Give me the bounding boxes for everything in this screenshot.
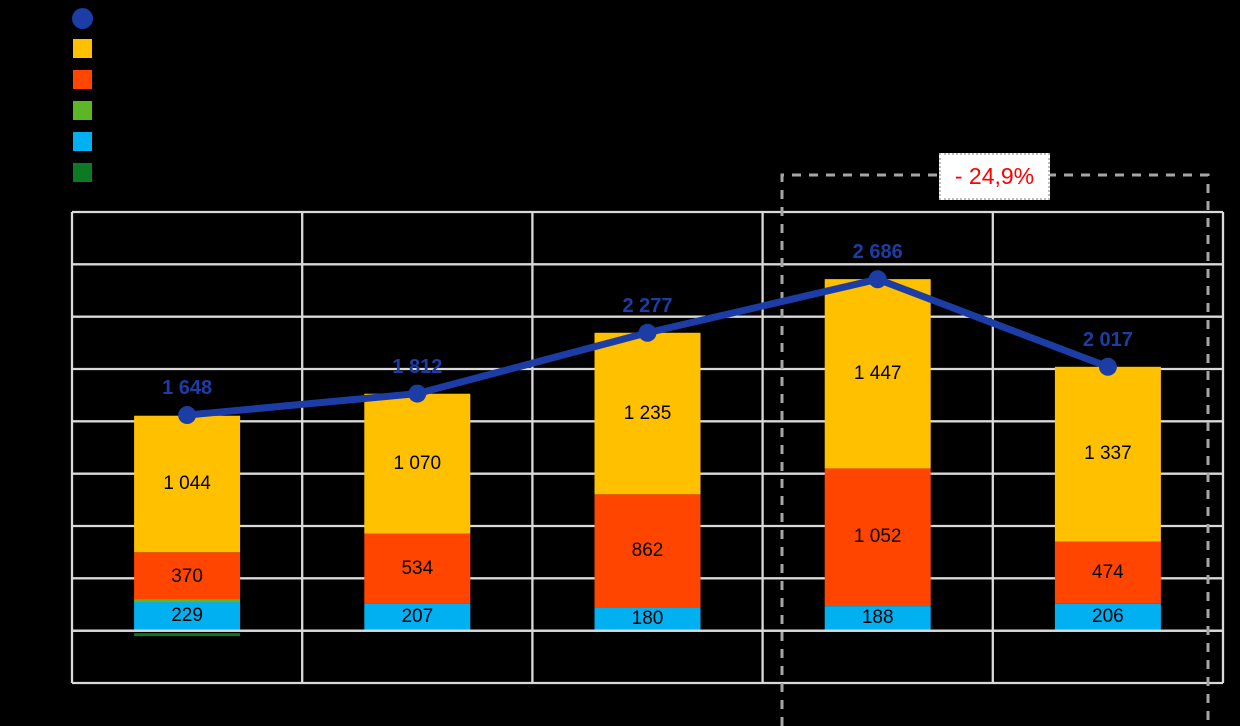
bar-segment-orange-red-segment xyxy=(824,468,931,607)
legend-chip-series-cyan xyxy=(73,132,92,151)
legend-chip-series-orange-red xyxy=(73,70,92,89)
legend-chip-series-dark-green xyxy=(73,163,92,182)
highlight-outline xyxy=(780,173,1210,726)
bar-segment-orange-red-segment xyxy=(134,552,241,601)
bar-segment-orange-red-segment xyxy=(594,494,701,608)
legend-chip-series-green xyxy=(73,101,92,120)
legend-chip-series-yellow xyxy=(73,39,92,58)
bar-segment-cyan-segment xyxy=(1054,603,1161,631)
bar-segment-cyan-segment xyxy=(134,600,241,631)
annotation-callout: - 24,9% xyxy=(939,153,1050,200)
bar-segment-cyan-segment xyxy=(364,603,471,631)
bar-segment-yellow-segment xyxy=(1054,366,1161,542)
total-line-marker xyxy=(408,384,427,403)
bar-segment-orange-red-segment xyxy=(364,533,471,604)
total-line-marker xyxy=(868,270,887,289)
bar-segment-cyan-segment xyxy=(824,606,931,631)
bar-segment-yellow-segment xyxy=(134,415,241,553)
bar-segment-yellow-segment xyxy=(824,279,931,469)
bar-segment-dark-green-sliver xyxy=(134,633,241,637)
legend-chip-total-line xyxy=(72,8,93,29)
bar-segment-green-sliver xyxy=(134,599,241,603)
total-line-marker xyxy=(1098,357,1117,376)
bar-segment-cyan-segment xyxy=(594,607,701,631)
annotation-text: - 24,9% xyxy=(954,163,1035,189)
bar-segment-orange-red-segment xyxy=(1054,541,1161,604)
total-line-marker xyxy=(638,323,657,342)
bar-segment-yellow-segment xyxy=(594,332,701,495)
bar-segment-yellow-segment xyxy=(364,393,471,534)
total-line-marker xyxy=(178,406,197,425)
